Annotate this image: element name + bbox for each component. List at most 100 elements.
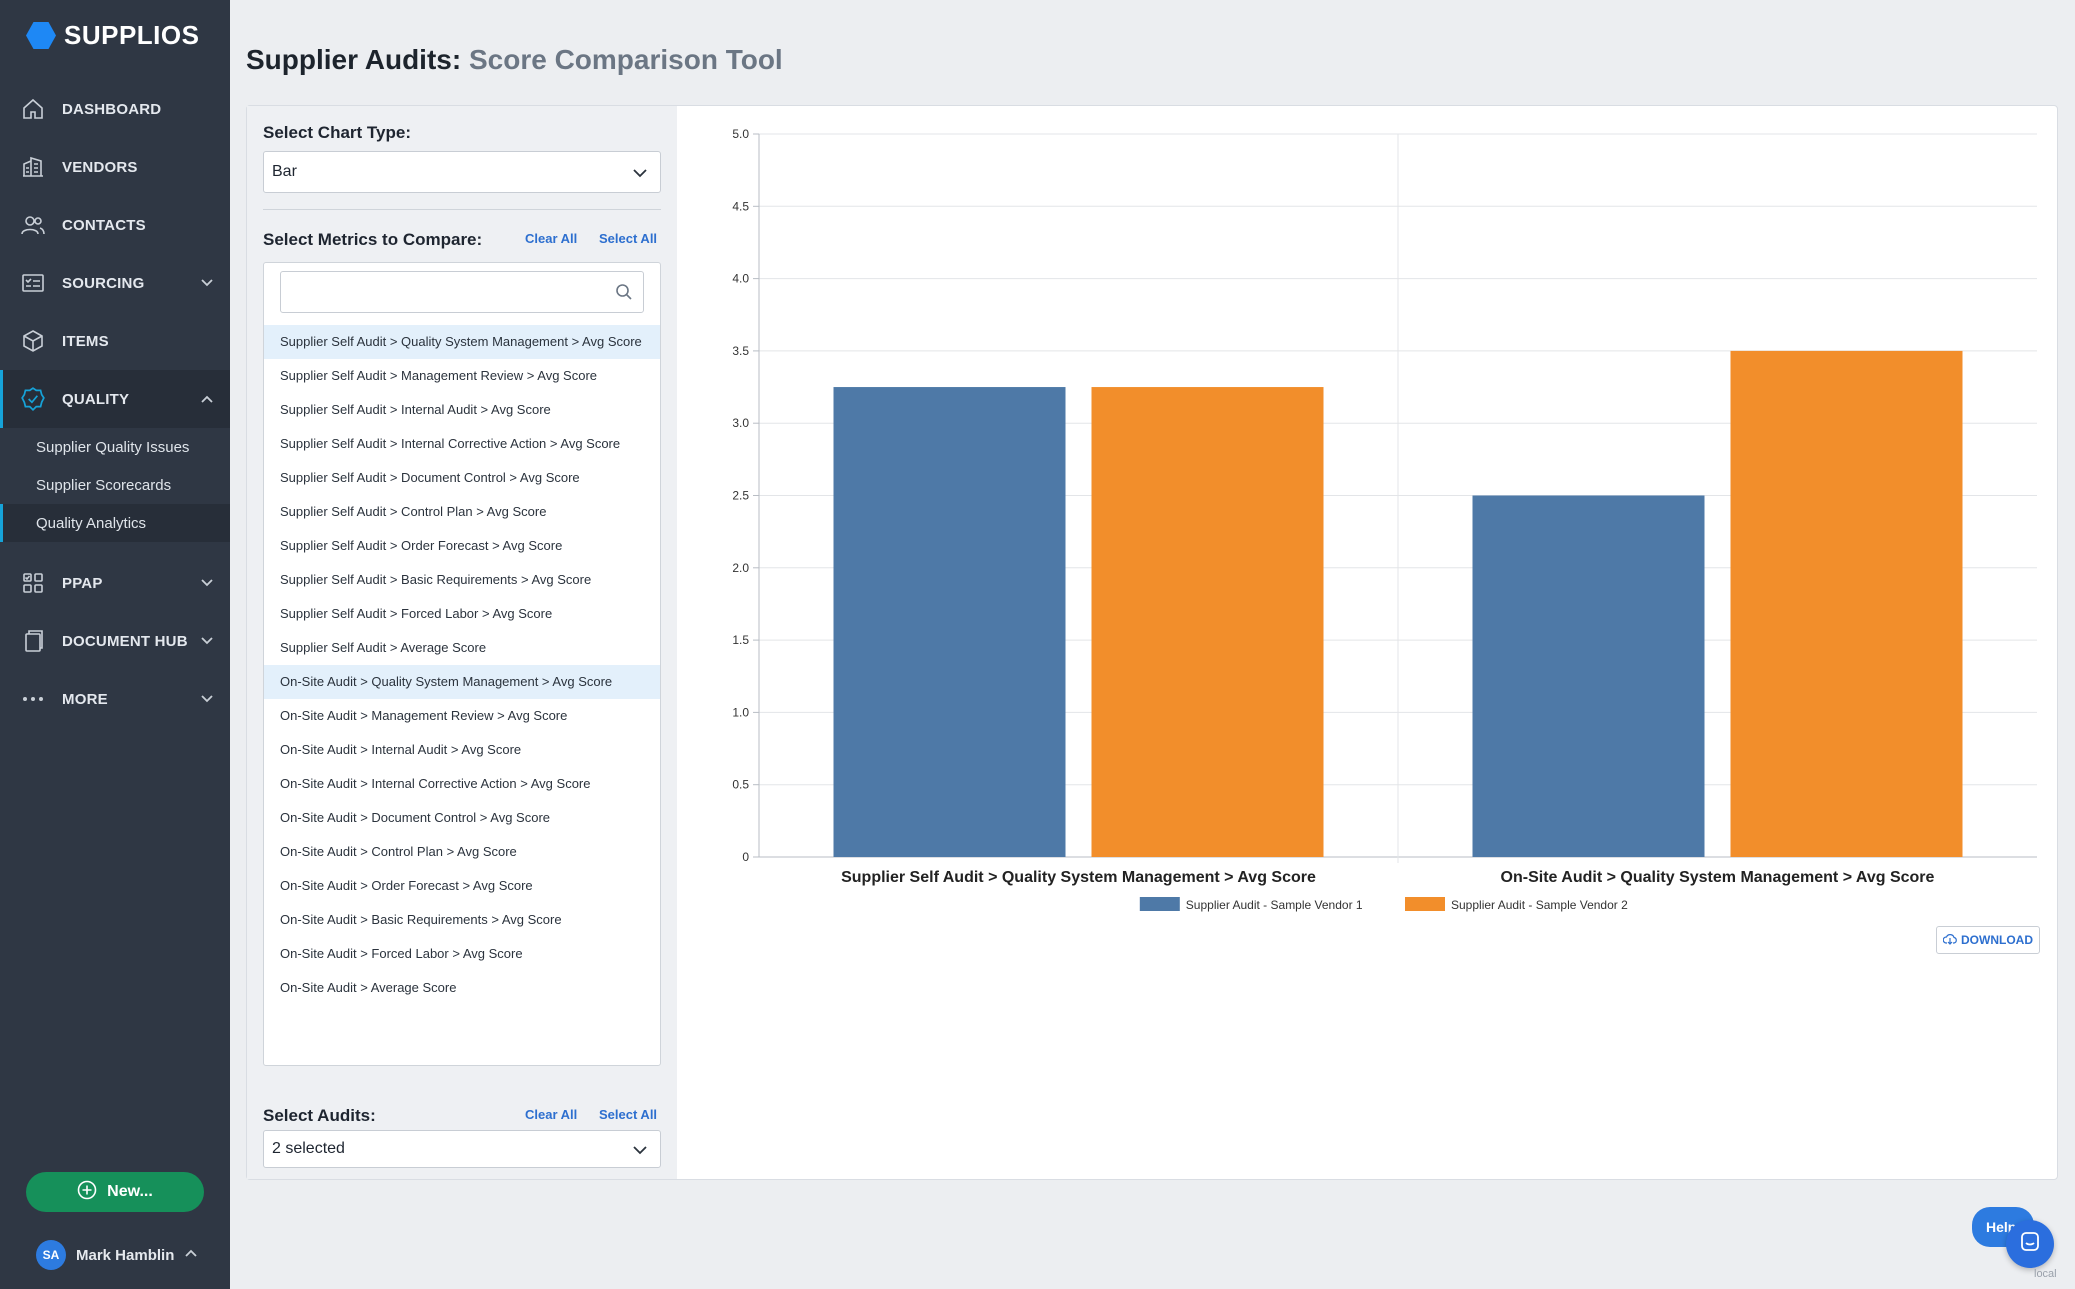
sidebar: SUPPLIOS DASHBOARD VENDORS CONTACTS SOUR… bbox=[0, 0, 230, 1289]
metric-option[interactable]: On-Site Audit > Average Score bbox=[280, 980, 457, 995]
bar-chart: 0 0.5 1.0 1.5 2.0 2.5 3.0 3.5 4.0 4.5 5.0 Supplier … bbox=[732, 127, 2037, 912]
brand-name: SUPPLIOS bbox=[64, 20, 200, 50]
y-tick-label: 3.5 bbox=[732, 344, 749, 358]
nav-quality[interactable]: QUALITY bbox=[0, 370, 230, 428]
chevron-down-icon bbox=[632, 166, 648, 185]
chart-type-select[interactable]: Bar bbox=[263, 151, 661, 193]
nav-items-label: ITEMS bbox=[62, 332, 109, 350]
audits-value: 2 selected bbox=[272, 1140, 345, 1157]
metric-option[interactable]: Supplier Self Audit > Order Forecast > A… bbox=[280, 538, 563, 553]
main-nav: DASHBOARD VENDORS CONTACTS SOURCING bbox=[0, 80, 230, 728]
metric-option[interactable]: Supplier Self Audit > Internal Audit > A… bbox=[280, 402, 551, 417]
chevron-down-icon bbox=[200, 576, 214, 594]
y-tick-label: 1.0 bbox=[732, 705, 749, 719]
plus-circle-icon bbox=[77, 1180, 97, 1205]
metrics-list-box: Supplier Self Audit > Quality System Man… bbox=[263, 262, 661, 1066]
metric-option[interactable]: On-Site Audit > Basic Requirements > Avg… bbox=[280, 912, 562, 927]
page-title-main: Supplier Audits: bbox=[246, 44, 462, 75]
controls-panel: Select Chart Type: Bar Select Metrics to… bbox=[247, 106, 677, 1179]
audits-select[interactable]: 2 selected bbox=[263, 1130, 661, 1168]
nav-more[interactable]: MORE bbox=[0, 670, 230, 728]
nav-vendors[interactable]: VENDORS bbox=[0, 138, 230, 196]
chevron-down-icon bbox=[200, 276, 214, 294]
metric-option[interactable]: On-Site Audit > Internal Corrective Acti… bbox=[280, 776, 591, 791]
metric-option[interactable]: Supplier Self Audit > Basic Requirements… bbox=[280, 572, 592, 587]
metric-option[interactable]: On-Site Audit > Internal Audit > Avg Sco… bbox=[280, 742, 522, 757]
nav-contacts-label: CONTACTS bbox=[62, 216, 146, 234]
metric-search-input[interactable] bbox=[289, 272, 609, 310]
comparison-panel: Select Chart Type: Bar Select Metrics to… bbox=[246, 105, 2058, 1180]
audits-label: Select Audits: bbox=[263, 1106, 376, 1125]
search-icon[interactable] bbox=[615, 283, 633, 306]
page-title: Supplier Audits: Score Comparison Tool bbox=[246, 44, 783, 76]
nav-dashboard[interactable]: DASHBOARD bbox=[0, 80, 230, 138]
y-tick-label: 2.5 bbox=[732, 489, 749, 503]
metric-option[interactable]: Supplier Self Audit > Forced Labor > Avg… bbox=[280, 606, 553, 621]
nav-sourcing-label: SOURCING bbox=[62, 274, 145, 292]
metric-option[interactable]: On-Site Audit > Quality System Managemen… bbox=[264, 665, 660, 699]
sub-supplier-scorecards[interactable]: Supplier Scorecards bbox=[36, 476, 172, 494]
metric-option[interactable]: Supplier Self Audit > Management Review … bbox=[280, 368, 598, 383]
chevron-down-icon bbox=[200, 634, 214, 652]
more-dots-icon bbox=[20, 686, 46, 712]
sub-supplier-quality-issues[interactable]: Supplier Quality Issues bbox=[36, 438, 190, 456]
chevron-up-icon bbox=[184, 1246, 198, 1264]
nav-dashboard-label: DASHBOARD bbox=[62, 100, 162, 118]
legend-swatch bbox=[1405, 897, 1445, 911]
metrics-label: Select Metrics to Compare: bbox=[263, 230, 483, 249]
nav-ppap-label: PPAP bbox=[62, 574, 103, 592]
users-icon bbox=[20, 212, 46, 238]
cube-icon bbox=[20, 328, 46, 354]
chevron-down-icon bbox=[632, 1143, 648, 1162]
y-tick-label: 2.0 bbox=[732, 561, 749, 575]
new-button[interactable]: New... bbox=[26, 1172, 204, 1212]
metrics-list: Supplier Self Audit > Quality System Man… bbox=[264, 325, 660, 1005]
sub-quality-analytics[interactable]: Quality Analytics bbox=[0, 504, 230, 542]
metric-option[interactable]: On-Site Audit > Document Control > Avg S… bbox=[280, 810, 551, 825]
home-icon bbox=[20, 96, 46, 122]
metric-option[interactable]: On-Site Audit > Forced Labor > Avg Score bbox=[280, 946, 523, 961]
logo-icon bbox=[26, 22, 56, 49]
metrics-select-all[interactable]: Select All bbox=[599, 231, 658, 246]
checklist-icon bbox=[20, 270, 46, 296]
nav-items[interactable]: ITEMS bbox=[0, 312, 230, 370]
metric-search bbox=[280, 271, 644, 313]
audits-clear-all[interactable]: Clear All bbox=[525, 1107, 578, 1122]
brand-logo[interactable]: SUPPLIOS bbox=[26, 20, 199, 51]
metric-option[interactable]: Supplier Self Audit > Document Control >… bbox=[280, 470, 580, 485]
documents-icon bbox=[20, 628, 46, 654]
divider bbox=[263, 209, 661, 210]
bar bbox=[1472, 495, 1705, 857]
chat-launcher[interactable] bbox=[2006, 1220, 2054, 1268]
x-tick-label: On-Site Audit > Quality System Managemen… bbox=[1501, 869, 1935, 886]
buildings-icon bbox=[20, 154, 46, 180]
nav-ppap[interactable]: PPAP bbox=[0, 554, 230, 612]
y-tick-label: 3.0 bbox=[732, 416, 749, 430]
nav-contacts[interactable]: CONTACTS bbox=[0, 196, 230, 254]
metrics-clear-all[interactable]: Clear All bbox=[525, 231, 578, 246]
y-tick-label: 4.5 bbox=[732, 199, 749, 213]
badge-check-icon bbox=[20, 386, 46, 412]
metric-option[interactable]: Supplier Self Audit > Internal Correctiv… bbox=[280, 436, 621, 451]
metric-option[interactable]: On-Site Audit > Management Review > Avg … bbox=[280, 708, 568, 723]
nav-sourcing[interactable]: SOURCING bbox=[0, 254, 230, 312]
chart-type-value: Bar bbox=[272, 163, 297, 180]
grid-check-icon bbox=[20, 570, 46, 596]
metric-option[interactable]: Supplier Self Audit > Average Score bbox=[280, 640, 487, 655]
metric-option[interactable]: Supplier Self Audit > Control Plan > Avg… bbox=[280, 504, 547, 519]
nav-more-label: MORE bbox=[62, 690, 108, 708]
metric-option[interactable]: On-Site Audit > Control Plan > Avg Score bbox=[280, 844, 517, 859]
audits-select-all[interactable]: Select All bbox=[599, 1107, 658, 1122]
download-button[interactable]: DOWNLOAD bbox=[1936, 926, 2040, 954]
legend-swatch bbox=[1139, 897, 1180, 911]
nav-document-hub[interactable]: DOCUMENT HUB bbox=[0, 612, 230, 670]
y-tick-label: 1.5 bbox=[732, 633, 749, 647]
user-menu[interactable]: SA Mark Hamblin bbox=[36, 1240, 198, 1270]
metric-option[interactable]: Supplier Self Audit > Quality System Man… bbox=[264, 325, 660, 359]
cloud-download-icon bbox=[1942, 933, 1957, 948]
y-tick-label: 4.0 bbox=[732, 272, 749, 286]
download-label: DOWNLOAD bbox=[1961, 933, 2033, 947]
env-label: local bbox=[2034, 1268, 2057, 1280]
bar bbox=[1091, 387, 1324, 857]
metric-option[interactable]: On-Site Audit > Order Forecast > Avg Sco… bbox=[280, 878, 533, 893]
